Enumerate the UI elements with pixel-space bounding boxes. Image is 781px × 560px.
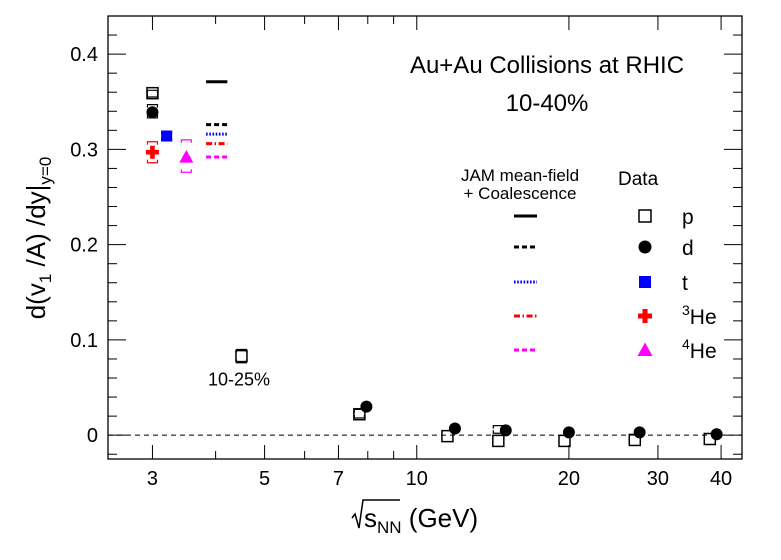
- data-point-p: [492, 434, 505, 448]
- data-point-t: [161, 130, 173, 142]
- data-points: [145, 86, 723, 448]
- legend-marker-0: [638, 209, 652, 223]
- syst-bracket-p: [235, 348, 248, 364]
- data-point-3he: [145, 145, 159, 159]
- x-tick-label: 5: [259, 468, 270, 490]
- plot-frame: [107, 15, 743, 460]
- axes-box: [107, 15, 743, 460]
- y-label-sub2: y=0: [36, 157, 55, 185]
- legend-marker-4: [637, 342, 653, 356]
- data-point-d: [360, 400, 373, 413]
- data-point-p: [353, 407, 366, 421]
- x-axis-ticks: [151, 16, 722, 459]
- data-point-d: [146, 106, 159, 119]
- x-label-sub: NN: [377, 518, 402, 537]
- legend-label-3: 3He: [682, 302, 717, 329]
- model-label-line1: JAM mean-field: [461, 166, 579, 185]
- model-label-line2: + Coalescence: [464, 184, 577, 203]
- sqrt-symbol: [351, 499, 400, 529]
- x-tick-label: 7: [333, 468, 344, 490]
- legend-sup-4: 4: [682, 336, 690, 352]
- legend-label-1: d: [682, 237, 694, 260]
- x-tick-label: 40: [710, 468, 732, 490]
- data-point-d: [562, 426, 575, 439]
- x-tick-label: 20: [558, 468, 580, 490]
- y-tick-label: 0.1: [70, 330, 98, 352]
- data-point-d: [448, 422, 461, 435]
- x-tick-label: 3: [147, 468, 158, 490]
- y-label-part1: d(v: [21, 283, 51, 319]
- y-axis-label: d(v1 /A) /dy|y=0: [21, 157, 55, 320]
- data-point-p: [235, 349, 248, 363]
- data-point-p: [441, 429, 454, 443]
- data-point-d: [633, 426, 646, 439]
- y-axis-ticks: [108, 15, 742, 455]
- legend-marker-3: [638, 309, 652, 323]
- legend-sup-3: 3: [682, 302, 690, 318]
- systematic-brackets: [146, 89, 504, 434]
- y-tick-label: 0: [87, 425, 98, 447]
- legend-text-4: He: [690, 340, 717, 363]
- y-label-sub1: 1: [36, 274, 55, 283]
- syst-bracket-3he: [146, 141, 159, 164]
- syst-bracket-p: [146, 89, 159, 98]
- x-label-text: sNN (GeV): [364, 503, 478, 537]
- legend-label-0: p: [682, 206, 694, 229]
- annotation-10-25: 10-25%: [208, 370, 270, 390]
- x-label-s: s: [364, 503, 377, 533]
- annotation-group: 10-25%: [208, 370, 270, 390]
- x-axis-label: sNN (GeV): [351, 499, 478, 537]
- data-point-d: [499, 424, 512, 437]
- legend-label-2: t: [682, 272, 688, 295]
- y-tick-label: 0.4: [70, 44, 98, 66]
- x-tick-label: 30: [647, 468, 669, 490]
- syst-bracket-4he: [180, 139, 192, 173]
- legend-text-3: He: [690, 306, 717, 329]
- chart-subtitle: 10-40%: [506, 90, 589, 117]
- chart-title: Au+Au Collisions at RHIC: [410, 52, 684, 79]
- legend-label-4: 4He: [682, 336, 717, 363]
- data-point-d: [710, 428, 723, 441]
- data-point-4he: [179, 149, 194, 163]
- model-lines: [206, 80, 228, 159]
- y-label-part2: /A) /dy|: [21, 185, 51, 274]
- x-tick-labels: 3 5 7 10 20 30 40: [147, 468, 732, 490]
- y-tick-label: 0.2: [70, 235, 98, 257]
- x-tick-label: 10: [406, 468, 428, 490]
- legend-marker-2: [639, 276, 651, 288]
- data-point-p: [146, 86, 159, 100]
- x-label-unit: (GeV): [402, 503, 479, 533]
- y-tick-labels: 0 0.1 0.2 0.3 0.4: [70, 44, 98, 447]
- data-label: Data: [618, 169, 659, 190]
- legend-marker-1: [638, 240, 652, 254]
- y-tick-label: 0.3: [70, 139, 98, 161]
